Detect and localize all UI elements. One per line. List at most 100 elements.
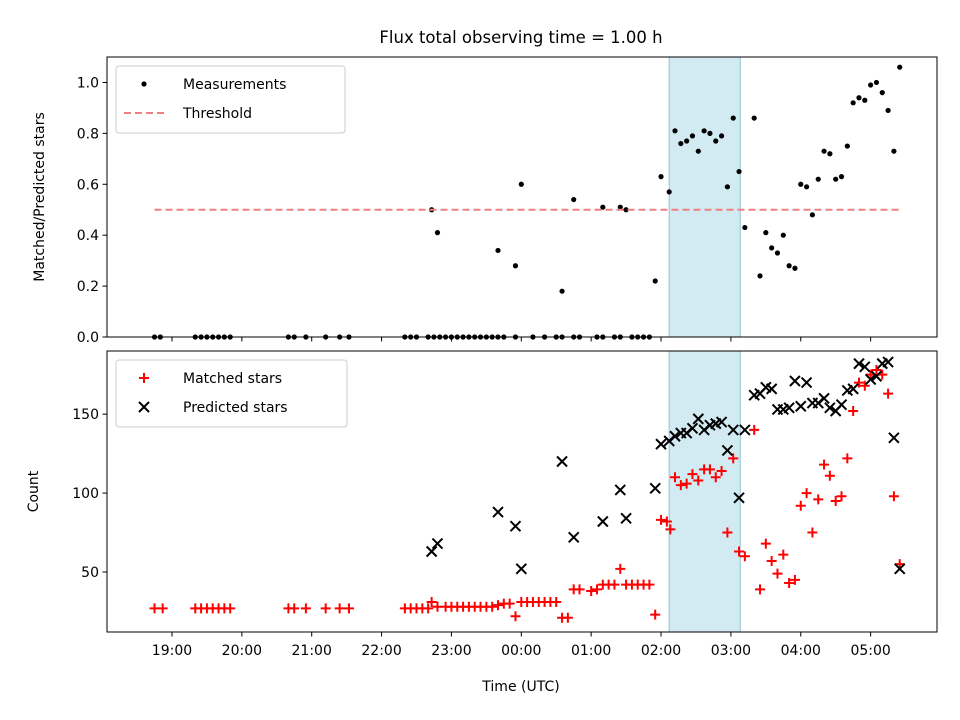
highlight-span	[668, 350, 741, 633]
data-point	[838, 174, 845, 180]
data-point	[897, 64, 903, 70]
axes-frame	[106, 56, 938, 338]
data-point	[739, 424, 751, 436]
x-tick-label: 20:00	[222, 643, 262, 659]
x-axis-label: Time (UTC)	[481, 679, 559, 695]
data-point	[658, 174, 664, 180]
data-point	[678, 140, 684, 147]
data-point	[739, 551, 750, 562]
data-point	[792, 265, 798, 271]
legend-box	[115, 359, 348, 428]
data-point	[495, 247, 501, 254]
data-point	[721, 444, 734, 457]
data-point	[710, 472, 721, 483]
data-point	[885, 107, 891, 114]
data-point	[492, 506, 504, 518]
data-point	[434, 230, 441, 236]
data-point	[567, 531, 580, 543]
series-measurements	[151, 64, 903, 340]
y-axis-label: Count	[26, 470, 42, 512]
x-tick-label: 19:00	[152, 643, 192, 659]
x-tick-label: 00:00	[501, 643, 541, 659]
data-point	[586, 585, 597, 596]
data-point	[836, 491, 847, 502]
data-point	[755, 584, 766, 595]
data-point	[882, 356, 894, 368]
data-point	[687, 469, 698, 480]
data-point	[757, 273, 763, 279]
data-point	[830, 495, 841, 506]
data-point	[778, 549, 789, 560]
data-point	[824, 470, 835, 481]
data-point	[774, 250, 781, 256]
data-point	[891, 148, 897, 154]
data-point	[423, 603, 434, 614]
data-point	[426, 597, 437, 608]
data-point	[509, 520, 522, 532]
data-point	[859, 361, 871, 373]
data-point	[827, 151, 833, 157]
data-point	[772, 568, 783, 579]
data-point	[300, 603, 311, 614]
data-point	[650, 609, 661, 620]
legend-label: Matched stars	[183, 371, 282, 387]
data-point	[798, 181, 804, 187]
data-point	[853, 377, 864, 388]
data-point	[504, 598, 515, 609]
data-point	[493, 600, 504, 611]
data-point	[769, 245, 775, 251]
data-point	[783, 402, 795, 414]
data-point	[704, 464, 715, 475]
highlight-span	[668, 56, 741, 338]
data-point	[813, 494, 824, 505]
data-point	[512, 263, 519, 269]
count-panel: 50 100 150 Count 19:00 20:00 21:00 22:00 23:00 00…	[26, 350, 938, 659]
data-point	[615, 563, 626, 574]
x-tick-label: 21:00	[292, 643, 332, 659]
x-tick-label: 05:00	[850, 643, 890, 659]
data-point	[225, 603, 236, 614]
data-point	[795, 500, 806, 511]
data-point	[844, 143, 850, 149]
legend-marker	[141, 81, 147, 87]
data-point	[853, 357, 865, 370]
data-point	[701, 128, 707, 134]
data-point	[888, 491, 899, 502]
data-point	[692, 413, 705, 425]
data-point	[689, 133, 696, 139]
data-point	[751, 115, 757, 121]
data-point	[707, 130, 713, 136]
data-point	[320, 603, 331, 614]
y-tick-label: 0.6	[77, 177, 99, 193]
legend-marker	[138, 401, 150, 413]
data-point	[652, 278, 658, 284]
data-point	[666, 189, 672, 195]
data-point	[864, 373, 877, 386]
data-point	[789, 574, 800, 585]
data-point	[795, 400, 807, 412]
data-point	[824, 402, 836, 414]
data-point	[818, 392, 830, 405]
data-point	[617, 204, 623, 210]
data-point	[515, 563, 528, 575]
data-point	[718, 133, 725, 139]
x-tick-label: 02:00	[641, 643, 681, 659]
data-point	[600, 204, 606, 210]
data-point	[684, 138, 690, 144]
data-point	[862, 97, 868, 103]
ratio-panel: 0.0 0.2 0.4 0.6 0.8 1.0 Matched/Predicted star…	[32, 56, 938, 346]
data-point	[686, 422, 699, 435]
x-tick-label: 03:00	[711, 643, 751, 659]
chart-title: Flux total observing time = 1.00 h	[379, 28, 662, 47]
data-point	[559, 288, 565, 294]
legend-marker	[139, 373, 149, 383]
data-point	[715, 416, 728, 428]
data-point	[695, 148, 701, 154]
y-tick-label: 50	[81, 565, 99, 581]
data-point	[800, 376, 813, 389]
y-axis-label: Matched/Predicted stars	[32, 112, 48, 282]
data-point	[786, 263, 792, 269]
data-point	[871, 364, 882, 375]
data-point	[868, 82, 874, 88]
x-tick-label: 23:00	[431, 643, 471, 659]
